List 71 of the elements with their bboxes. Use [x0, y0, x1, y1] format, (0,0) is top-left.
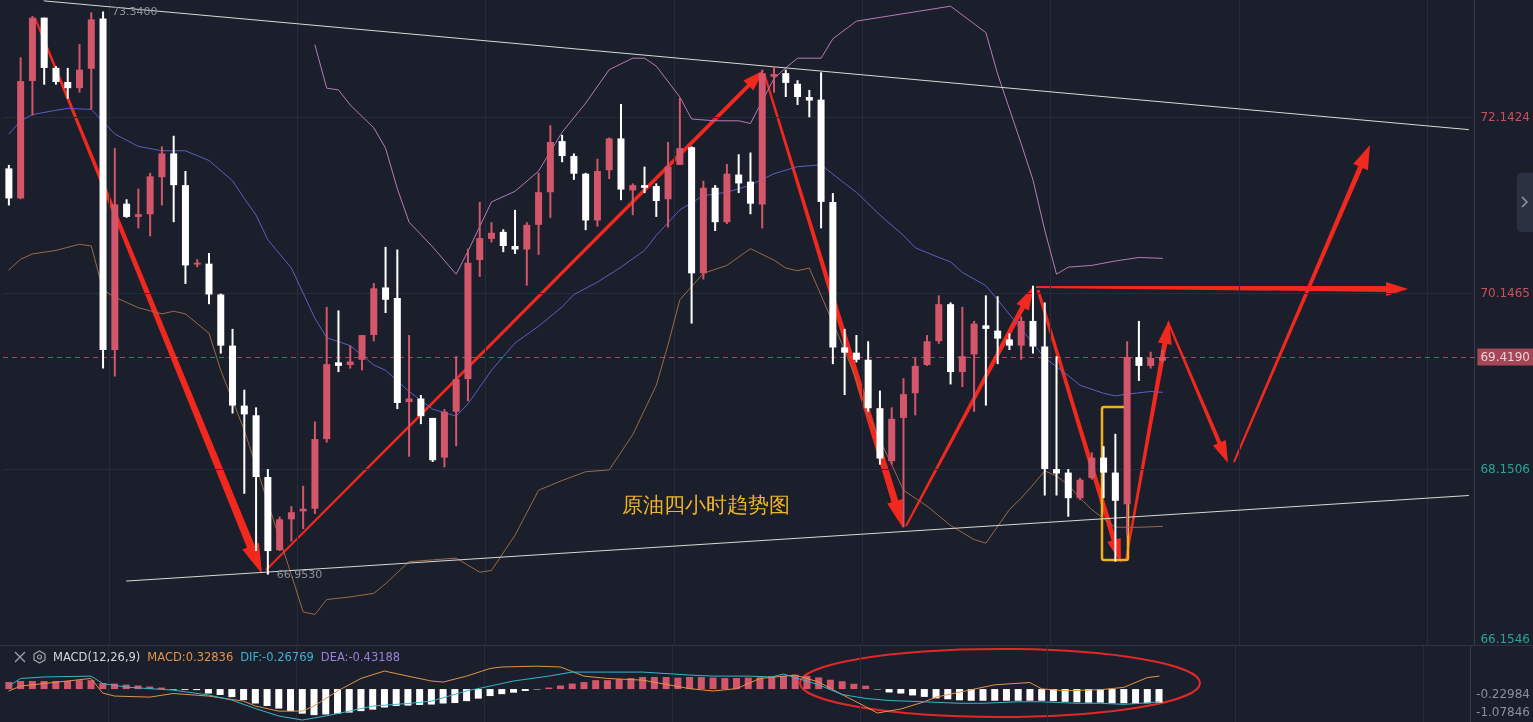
annotation: MACD:0.32836	[147, 650, 234, 664]
y-tick-label: 68.1506	[1480, 462, 1530, 477]
line-series	[8, 665, 1160, 714]
bar	[979, 689, 987, 701]
bar	[404, 689, 412, 706]
bar	[310, 689, 318, 716]
bar	[1073, 689, 1081, 703]
bar	[1132, 689, 1140, 704]
y-tick-label: 66.1546	[1480, 632, 1530, 646]
bar	[380, 689, 388, 708]
bar	[298, 689, 306, 714]
chart-title: MACD(12,26,9)	[53, 650, 141, 664]
annotation: DIF:-0.26769	[240, 650, 314, 664]
bar	[251, 689, 259, 704]
bar	[216, 689, 224, 695]
bar	[1014, 689, 1022, 701]
ref-line-label: 69.4190	[1480, 350, 1530, 365]
bar	[75, 680, 83, 690]
bar	[1143, 689, 1151, 704]
bar	[427, 689, 435, 705]
bar	[1108, 689, 1116, 704]
bar	[1026, 689, 1034, 701]
bar	[263, 689, 271, 707]
bar	[474, 689, 482, 699]
bar	[392, 689, 400, 707]
bar	[733, 678, 741, 690]
line-series	[8, 671, 1160, 721]
bar	[486, 689, 494, 697]
bar	[627, 678, 635, 690]
bar	[510, 689, 518, 693]
bar	[897, 689, 905, 694]
bar	[779, 675, 787, 690]
bar	[1096, 689, 1104, 703]
bar	[920, 689, 928, 697]
bar	[592, 680, 600, 690]
bar	[850, 683, 858, 690]
bar	[991, 689, 999, 701]
bar	[345, 689, 353, 713]
bar	[1120, 689, 1128, 704]
bar	[697, 676, 705, 690]
bar	[709, 677, 717, 690]
bar	[87, 680, 95, 690]
bar	[556, 685, 564, 690]
bar	[1038, 689, 1046, 701]
bar	[357, 689, 365, 712]
y-tick-label: -1.07846	[1476, 704, 1530, 719]
bar	[721, 678, 729, 690]
annotation: DEA:-0.43188	[320, 650, 401, 664]
bar	[240, 689, 248, 701]
bar	[838, 681, 846, 690]
bar	[228, 689, 236, 698]
y-tick-label: -0.22984	[1476, 686, 1530, 701]
y-tick-label: 70.1465	[1480, 286, 1530, 301]
bar	[1061, 689, 1069, 702]
bar	[603, 680, 611, 690]
bar	[369, 689, 377, 710]
bar	[498, 689, 506, 695]
bar	[580, 682, 588, 690]
bar	[204, 689, 212, 694]
bar	[568, 683, 576, 690]
bar	[322, 689, 330, 715]
bar	[275, 689, 283, 709]
y-tick-label: 72.1424	[1480, 110, 1530, 125]
bar	[416, 689, 424, 705]
bar	[1155, 689, 1163, 703]
bar	[64, 681, 72, 690]
bar	[1002, 689, 1010, 701]
text: 原油四小时趋势图	[622, 492, 790, 517]
annotation: 73.3400	[112, 4, 158, 18]
bar	[909, 689, 917, 696]
bar	[287, 689, 295, 712]
